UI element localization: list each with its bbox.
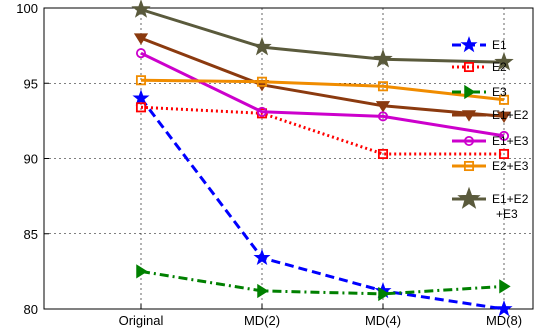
data-point: [494, 51, 514, 71]
data-point: [464, 84, 476, 100]
legend-label: E1: [492, 38, 507, 52]
series-line: [140, 51, 505, 138]
y-tick-label: 80: [24, 302, 38, 317]
legend-item: E3: [452, 84, 507, 100]
data-point: [252, 36, 272, 56]
data-point: [463, 61, 475, 73]
data-point: [498, 148, 510, 160]
data-point: [375, 101, 391, 113]
x-tick-label: MD(4): [365, 313, 401, 328]
data-point: [257, 283, 269, 299]
y-tick-label: 85: [24, 227, 38, 242]
series-line: [140, 78, 505, 102]
data-point: [256, 106, 268, 117]
series-line: [140, 8, 505, 64]
legend-label-line: E2+E3: [492, 159, 529, 173]
data-point: [253, 248, 271, 265]
y-tick-label: 100: [16, 1, 38, 16]
data-point: [496, 111, 512, 124]
data-point: [378, 286, 390, 302]
x-tick-label: MD(2): [244, 313, 280, 328]
data-point: [377, 111, 389, 122]
legend-label-line: E1+E3: [492, 134, 529, 148]
legend-item: E1+E3: [452, 134, 529, 148]
data-point: [135, 102, 147, 113]
series-e1-e3: [135, 48, 510, 141]
legend-item: E1+E2 +E3: [452, 186, 529, 221]
legend-label-line: E2: [492, 60, 507, 74]
series-e1: [132, 89, 513, 317]
data-point: [463, 135, 475, 147]
legend-label-line: E1: [492, 38, 507, 52]
data-point: [498, 130, 510, 141]
data-point: [135, 75, 147, 86]
series-line: [140, 36, 505, 118]
y-tick-label: 90: [24, 152, 38, 167]
y-tick-label: 95: [24, 76, 38, 91]
legend-label: E1+E2 +E3: [492, 192, 529, 221]
data-point: [373, 48, 393, 68]
data-point: [132, 89, 150, 106]
data-point: [135, 48, 147, 59]
legend-item: E2+E3: [452, 159, 529, 173]
legend-label-line: E1+E2: [492, 108, 529, 122]
data-point: [495, 300, 513, 317]
series-line: [139, 97, 505, 311]
legend-label: E2+E3: [492, 159, 529, 173]
legend-label: E2: [492, 60, 507, 74]
legend-item: E2: [452, 60, 507, 74]
legend-label: E1+E2: [492, 108, 529, 122]
legend-label-line: +E3: [496, 207, 518, 221]
data-point: [463, 160, 475, 172]
series-line: [140, 269, 505, 296]
data-point: [461, 110, 477, 122]
data-point: [377, 148, 389, 160]
legend-item: E1+E2: [452, 108, 529, 122]
x-tick-label: Original: [119, 313, 164, 328]
series-lines: [131, 0, 514, 317]
data-point: [136, 264, 148, 279]
data-point: [499, 279, 511, 294]
data-point: [460, 36, 478, 53]
legend-label: E3: [492, 85, 507, 99]
legend-item: E1: [452, 36, 507, 53]
x-tick-label: MD(8): [486, 313, 522, 328]
axes: 80 85 90 95 100 Original MD(2) MD(4) MD(8): [16, 1, 534, 328]
series-e1-e2-e3: [131, 0, 514, 71]
data-point: [377, 81, 389, 92]
series-line: [140, 105, 504, 156]
legend-label: E1+E3: [492, 134, 529, 148]
data-point: [457, 186, 481, 209]
legend-label-line: E1+E2: [492, 192, 529, 206]
data-point: [498, 94, 510, 105]
series-e3: [136, 264, 511, 302]
series-e2-e3: [135, 75, 510, 105]
data-point: [256, 76, 268, 87]
legend-label-line: E3: [492, 85, 507, 99]
data-point: [131, 0, 151, 18]
data-point: [133, 33, 149, 45]
